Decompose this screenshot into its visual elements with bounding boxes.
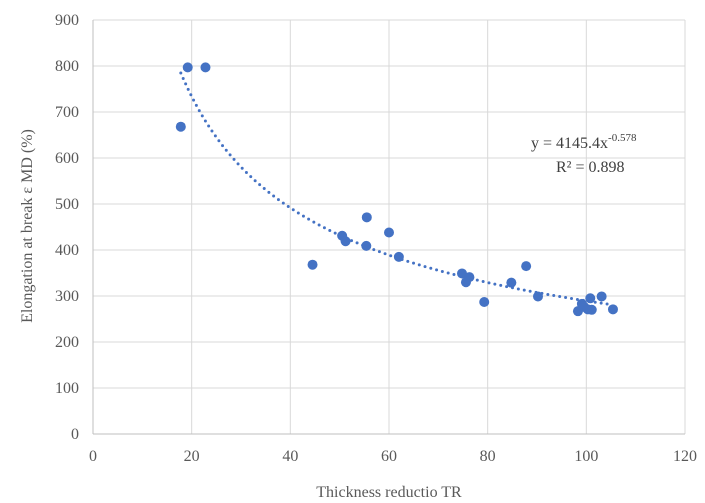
trendline-equation: y = 4145.4x-0.578 [531, 132, 637, 152]
data-point [585, 293, 596, 304]
data-point [361, 212, 372, 223]
data-point [200, 62, 211, 73]
data-point [464, 272, 475, 283]
y-tick-label: 900 [55, 12, 79, 29]
data-point [506, 277, 517, 288]
y-tick-label: 600 [55, 150, 79, 167]
data-point [384, 227, 394, 238]
y-tick-labels: 0 100 200 300 400 500 600 700 800 900 [55, 12, 79, 443]
data-point [182, 62, 193, 73]
data-point [586, 304, 597, 315]
data-point [361, 240, 372, 251]
x-tick-label: 120 [673, 448, 697, 465]
x-tick-label: 100 [574, 448, 598, 465]
x-tick-label: 80 [480, 448, 496, 465]
trendline-equation-base: y = 4145.4x [531, 135, 608, 152]
data-point [521, 261, 532, 272]
y-axis-title: Elongation at break ε MD (%) [19, 129, 36, 323]
trendline-equation-exponent: -0.578 [608, 132, 637, 144]
x-axis-title: Thickness reductio TR [316, 484, 462, 501]
data-point [307, 259, 318, 270]
data-point [393, 251, 404, 262]
y-tick-label: 0 [71, 426, 79, 443]
data-point [607, 304, 618, 315]
gridlines [92, 19, 686, 435]
data-point [175, 121, 186, 132]
x-tick-labels: 0 20 40 60 80 100 120 [89, 448, 697, 465]
x-tick-label: 60 [381, 448, 397, 465]
data-point [596, 291, 607, 302]
x-tick-label: 20 [184, 448, 200, 465]
trendline-layer [179, 71, 615, 307]
y-tick-label: 200 [55, 334, 79, 351]
data-points [175, 62, 618, 317]
data-point [340, 236, 351, 247]
y-tick-label: 800 [55, 58, 79, 75]
y-tick-label: 700 [55, 104, 79, 121]
y-tick-label: 400 [55, 242, 79, 259]
axes [92, 20, 685, 435]
y-tick-label: 500 [55, 196, 79, 213]
y-tick-label: 300 [55, 288, 79, 305]
data-point [479, 296, 490, 307]
trendline-r-squared: R² = 0.898 [556, 159, 625, 176]
data-point [457, 268, 468, 279]
x-tick-label: 40 [282, 448, 298, 465]
x-tick-label: 0 [89, 448, 97, 465]
trendline [179, 71, 615, 307]
y-tick-label: 100 [55, 380, 79, 397]
data-point [532, 291, 543, 302]
